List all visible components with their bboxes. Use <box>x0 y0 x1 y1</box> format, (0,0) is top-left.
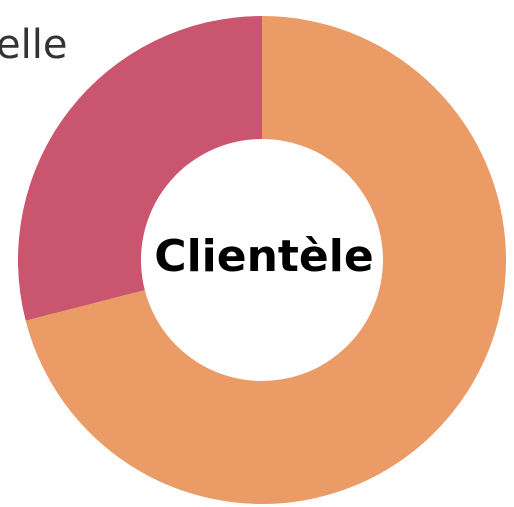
donut-segment <box>18 16 262 321</box>
donut <box>18 16 506 505</box>
legend-label: elle <box>0 22 67 68</box>
center-label: Clientèle <box>154 231 373 282</box>
donut-segment <box>25 16 506 505</box>
